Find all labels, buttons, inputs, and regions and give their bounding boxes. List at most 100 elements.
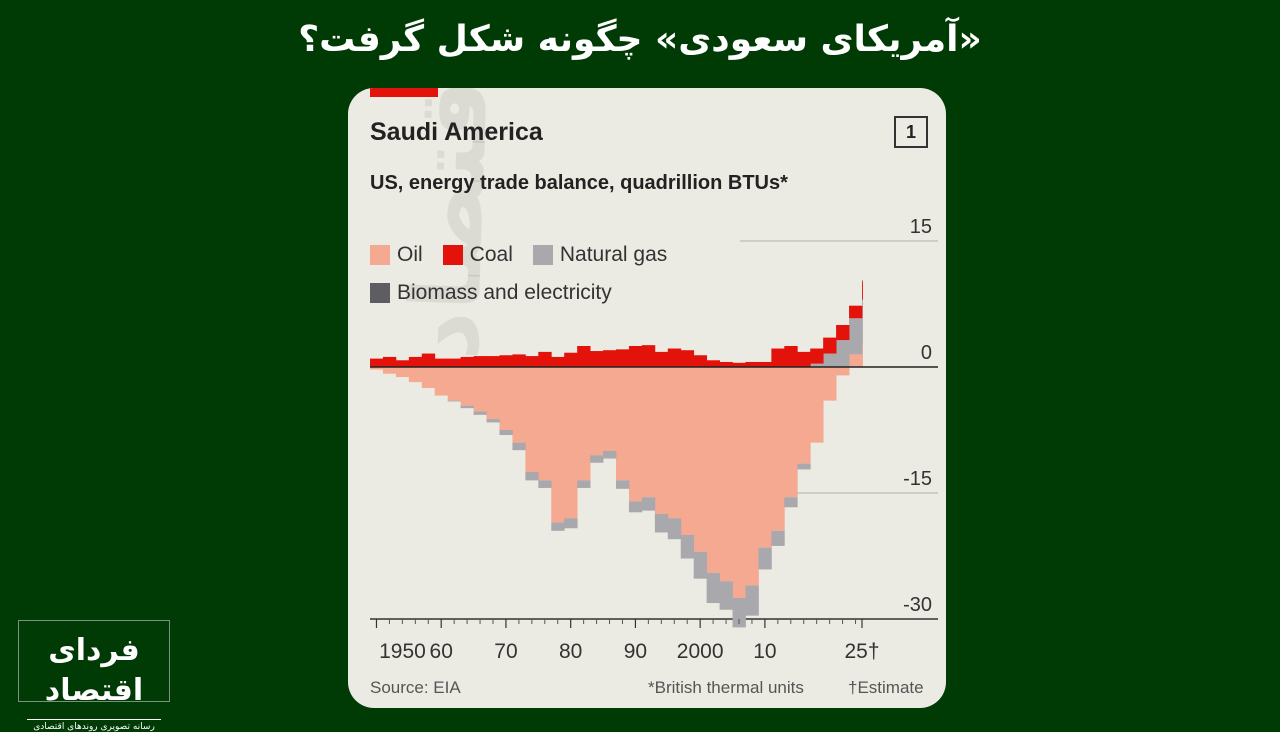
area-seg-natural-gas-1977	[551, 522, 565, 531]
area-seg-oil-1953	[395, 367, 410, 378]
area-seg-oil-2017	[810, 367, 824, 443]
area-seg-oil-2007	[745, 367, 759, 586]
area-seg-natural-gas-2005	[732, 598, 746, 628]
area-seg-oil-1959	[434, 367, 449, 396]
area-seg-coal-1995	[667, 348, 682, 367]
area-seg-coal-1989	[628, 346, 643, 367]
y-tick-label-1: 0	[921, 342, 932, 364]
area-seg-coal-1991	[641, 345, 656, 367]
area-seg-coal-1969	[499, 355, 513, 367]
area-seg-coal-2007	[745, 361, 759, 367]
area-seg-natural-gas-1999	[693, 551, 708, 579]
legend: Oil Coal Natural gas Biomass and electri…	[370, 236, 687, 312]
area-seg-coal-1957	[421, 353, 436, 367]
area-seg-coal-1955	[408, 356, 423, 367]
chart-subtitle: US, energy trade balance, quadrillion BT…	[370, 172, 788, 194]
legend-swatch-natural-gas	[532, 245, 553, 265]
area-seg-oil-1991	[641, 367, 656, 498]
legend-label-oil: Oil	[397, 243, 423, 266]
area-seg-coal-1963	[460, 356, 474, 367]
area-seg-coal-1959	[434, 358, 449, 367]
area-seg-coal-1953	[395, 360, 410, 367]
area-seg-coal-1977	[551, 356, 565, 367]
x-tick-label-1: 60	[430, 640, 453, 663]
legend-swatch-coal	[442, 245, 463, 265]
area-seg-oil-1989	[628, 367, 643, 502]
area-seg-natural-gas-1981	[577, 480, 591, 488]
legend-swatch-biomass	[370, 283, 390, 303]
area-seg-oil-1973	[525, 367, 539, 472]
area-seg-oil-2023	[849, 354, 863, 367]
area-seg-oil-2025	[862, 343, 863, 367]
legend-label-biomass: Biomass and electricity	[397, 281, 612, 304]
x-tick-label-0: 1950	[379, 640, 426, 663]
area-seg-oil-2005	[732, 367, 746, 598]
area-seg-natural-gas-1991	[641, 497, 656, 511]
area-seg-coal-2017	[810, 348, 824, 364]
area-seg-oil-1961	[447, 367, 462, 401]
x-tick-label-4: 90	[624, 640, 647, 663]
area-seg-oil-1967	[486, 367, 500, 420]
area-seg-coal-1981	[577, 346, 591, 367]
area-seg-natural-gas-2011	[771, 530, 785, 546]
chart-number-badge: 1	[894, 116, 928, 148]
area-seg-natural-gas-1993	[654, 514, 669, 533]
area-seg-oil-1957	[421, 367, 436, 388]
area-seg-coal-2025	[862, 282, 863, 300]
area-seg-coal-1997	[680, 350, 695, 367]
legend-item-oil: Oil	[370, 243, 423, 267]
area-seg-natural-gas-2017	[810, 363, 824, 367]
area-seg-coal-1965	[473, 356, 487, 367]
area-seg-coal-2023	[849, 305, 863, 319]
area-seg-oil-1977	[551, 367, 565, 523]
area-seg-oil-2001	[706, 367, 720, 573]
area-seg-oil-2015	[797, 367, 811, 464]
area-seg-biomass-and-electricity-2025	[862, 280, 863, 283]
area-seg-coal-2009	[758, 361, 772, 367]
area-seg-natural-gas-1975	[538, 480, 552, 488]
x-tick-label-6: 10	[753, 640, 776, 663]
publisher-logo: فردای اقتصاد رسانه تصویری روندهای اقتصاد…	[18, 620, 170, 732]
area-seg-coal-1961	[447, 358, 462, 367]
area-seg-natural-gas-1983	[590, 455, 604, 463]
x-tick-label-7: 25†	[844, 640, 879, 663]
area-seg-coal-1985	[603, 350, 617, 367]
area-seg-natural-gas-2023	[849, 318, 863, 355]
area-seg-oil-2009	[758, 367, 772, 548]
area-seg-natural-gas-1963	[460, 405, 474, 409]
red-tag	[370, 88, 438, 97]
area-seg-oil-1987	[616, 367, 630, 481]
area-seg-coal-2021	[836, 325, 850, 341]
area-seg-natural-gas-1987	[616, 480, 630, 489]
area-seg-oil-1955	[408, 367, 423, 383]
area-seg-coal-2003	[719, 361, 733, 367]
headline: «آمریکای سعودی» چگونه شکل گرفت؟	[298, 19, 982, 60]
area-seg-coal-2015	[797, 351, 811, 367]
area-seg-natural-gas-1967	[486, 419, 500, 423]
area-seg-coal-2001	[706, 360, 720, 367]
area-seg-natural-gas-2015	[797, 463, 811, 470]
area-seg-natural-gas-1985	[603, 451, 617, 459]
area-seg-oil-1983	[590, 367, 604, 456]
area-seg-oil-1975	[538, 367, 552, 481]
legend-item-coal: Coal	[442, 243, 513, 267]
area-seg-coal-2005	[732, 362, 746, 367]
area-seg-coal-1949	[370, 358, 384, 367]
area-seg-coal-1999	[693, 355, 708, 367]
chart-card: فردای اقتصاد Saudi America US, energy tr…	[348, 88, 946, 708]
area-seg-coal-1993	[654, 351, 669, 367]
y-tick-label-0: 15	[910, 216, 932, 238]
area-seg-natural-gas-2025	[862, 299, 863, 344]
area-seg-natural-gas-1997	[680, 535, 695, 559]
area-seg-natural-gas-1965	[473, 411, 487, 415]
chart-plot: 15 0 -15 -30 1950 60 70 80 90 2000 10 25†	[370, 216, 938, 663]
area-seg-coal-1987	[616, 349, 630, 367]
area-seg-natural-gas-2001	[706, 572, 720, 604]
area-seg-natural-gas-2013	[784, 497, 798, 508]
area-seg-natural-gas-2021	[836, 340, 850, 367]
area-seg-coal-1971	[512, 354, 526, 367]
x-tick-label-2: 70	[494, 640, 517, 663]
area-seg-oil-1979	[564, 367, 578, 519]
legend-swatch-oil	[370, 245, 390, 265]
area-seg-oil-1997	[680, 367, 695, 535]
